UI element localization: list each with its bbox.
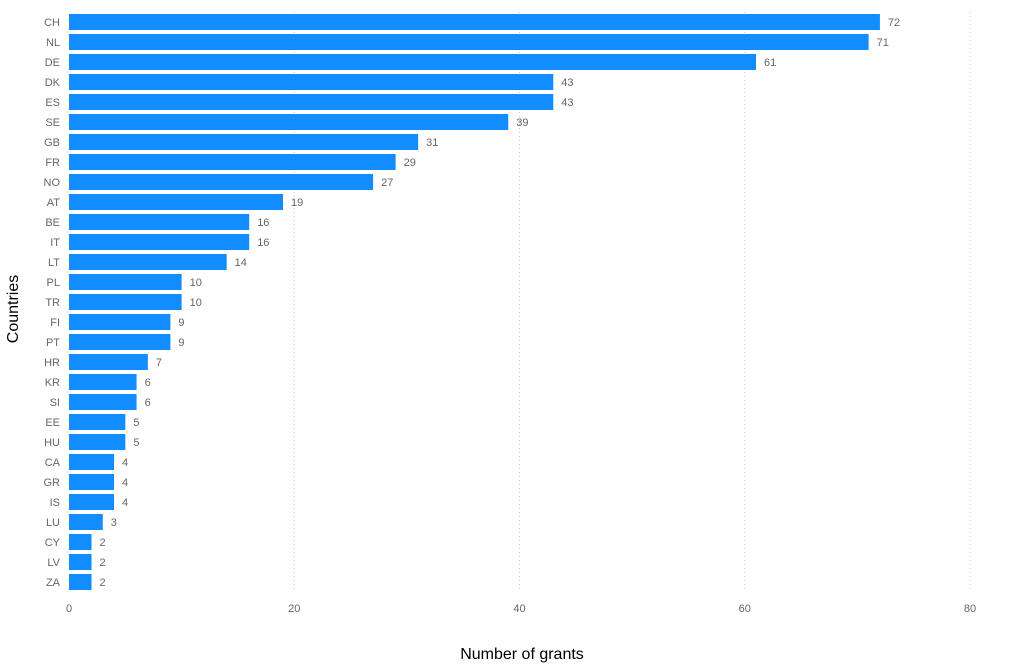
category-label: KR [45, 377, 60, 389]
bar-pl [69, 274, 182, 290]
data-label: 71 [877, 37, 889, 49]
x-tick-label: 0 [66, 603, 72, 615]
bar-nl [69, 34, 869, 50]
category-label: CH [44, 17, 60, 29]
data-label: 9 [178, 337, 184, 349]
data-label: 16 [257, 217, 269, 229]
data-label: 61 [764, 57, 776, 69]
category-label: LV [47, 557, 60, 569]
y-axis-title: Countries [5, 275, 22, 343]
data-label: 5 [133, 417, 139, 429]
bars [69, 14, 880, 590]
bar-lv [69, 554, 92, 570]
bar-pt [69, 334, 171, 350]
category-label: PL [47, 277, 60, 289]
category-label: PT [46, 337, 60, 349]
data-label: 27 [381, 177, 393, 189]
bar-ch [69, 14, 880, 30]
category-label: GR [44, 477, 61, 489]
bar-ca [69, 454, 115, 470]
category-label: TR [45, 297, 60, 309]
data-label: 6 [145, 377, 151, 389]
bar-cy [69, 534, 92, 550]
category-label: FI [50, 317, 60, 329]
data-label: 43 [561, 77, 573, 89]
category-label: AT [47, 197, 61, 209]
bar-tr [69, 294, 182, 310]
data-label: 4 [122, 457, 128, 469]
x-tick-label: 80 [964, 603, 976, 615]
category-label: IS [50, 497, 60, 509]
category-label: EE [45, 417, 60, 429]
category-label: ZA [46, 577, 61, 589]
bar-hr [69, 354, 148, 370]
data-label: 4 [122, 497, 128, 509]
data-label: 19 [291, 197, 303, 209]
category-label: DK [45, 77, 61, 89]
bar-ee [69, 414, 126, 430]
bar-lu [69, 514, 103, 530]
data-label: 5 [133, 437, 139, 449]
bar-es [69, 94, 554, 110]
data-label: 2 [100, 557, 106, 569]
bar-za [69, 574, 92, 590]
category-label: FR [45, 157, 60, 169]
category-label: DE [45, 57, 60, 69]
data-label: 10 [190, 277, 202, 289]
bar-it [69, 234, 250, 250]
x-tick-label: 60 [739, 603, 751, 615]
x-tick-labels: 0 20 40 60 80 [66, 603, 976, 615]
data-label: 4 [122, 477, 128, 489]
data-label: 29 [404, 157, 416, 169]
bar-si [69, 394, 137, 410]
bar-fr [69, 154, 396, 170]
data-labels: 7271614343393129271916161410109976655444… [100, 17, 901, 589]
data-label: 43 [561, 97, 573, 109]
data-label: 14 [235, 257, 247, 269]
x-axis-title: Number of grants [460, 646, 584, 663]
bar-at [69, 194, 283, 210]
category-label: NL [46, 37, 60, 49]
category-label: SI [50, 397, 60, 409]
bar-gb [69, 134, 419, 150]
category-label: BE [45, 217, 60, 229]
category-label: IT [50, 237, 60, 249]
data-label: 72 [888, 17, 900, 29]
bar-is [69, 494, 115, 510]
data-label: 10 [190, 297, 202, 309]
category-label: ES [45, 97, 60, 109]
category-label: NO [44, 177, 61, 189]
data-label: 2 [100, 537, 106, 549]
data-label: 7 [156, 357, 162, 369]
category-label: CY [45, 537, 61, 549]
category-label: LT [48, 257, 60, 269]
data-label: 3 [111, 517, 117, 529]
bar-de [69, 54, 757, 70]
bar-be [69, 214, 250, 230]
bar-dk [69, 74, 554, 90]
bar-kr [69, 374, 137, 390]
data-label: 16 [257, 237, 269, 249]
bar-hu [69, 434, 126, 450]
category-label: LU [46, 517, 60, 529]
category-label: CA [45, 457, 61, 469]
category-label: HU [44, 437, 60, 449]
data-label: 2 [100, 577, 106, 589]
x-tick-label: 20 [288, 603, 300, 615]
category-label: SE [45, 117, 60, 129]
category-label: HR [44, 357, 60, 369]
data-label: 39 [516, 117, 528, 129]
bar-lt [69, 254, 227, 270]
category-labels: CH NL DE DK ES SE GB FR NO AT BE IT LT PL TR FI PT HR KR SI… [44, 17, 61, 589]
bar-fi [69, 314, 171, 330]
category-label: GB [44, 137, 60, 149]
data-label: 9 [178, 317, 184, 329]
x-tick-label: 40 [513, 603, 525, 615]
bar-gr [69, 474, 115, 490]
bar-no [69, 174, 374, 190]
data-label: 31 [426, 137, 438, 149]
data-label: 6 [145, 397, 151, 409]
bar-se [69, 114, 509, 130]
